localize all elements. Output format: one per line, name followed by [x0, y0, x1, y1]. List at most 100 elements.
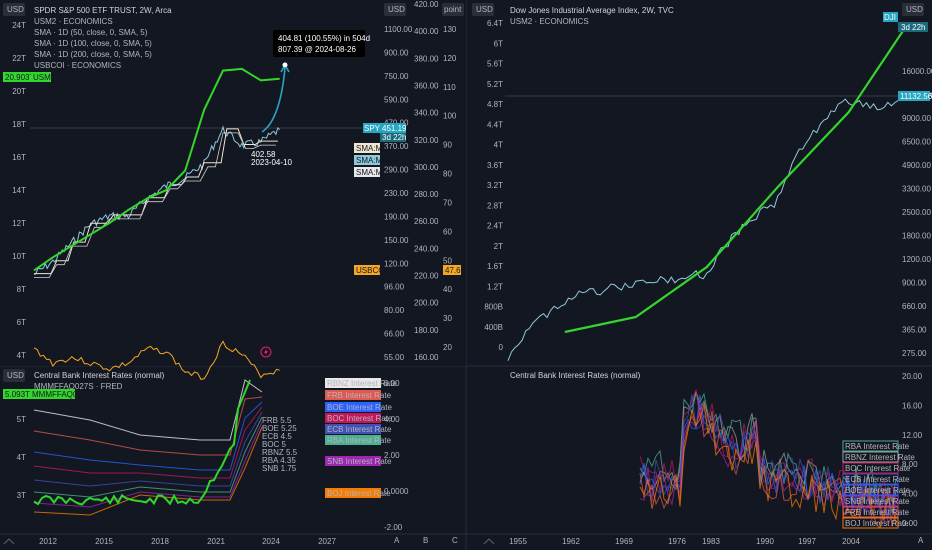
lb-right-tick: 2.00: [384, 451, 400, 460]
lt-left-tick: 10T: [12, 252, 26, 261]
lb-mini-label: ECB 4.5: [262, 432, 292, 441]
rt-dji-tag: DJI 3d 22h 11132.56: [883, 12, 932, 101]
rt-left-tick: 3.2T: [487, 181, 503, 190]
rt-right-tick: 2500.00: [902, 208, 931, 217]
lt-sma-50-line: [34, 128, 278, 275]
rt-currency-left-badge[interactable]: USD: [472, 3, 494, 16]
lt-point-tick: 20: [443, 343, 452, 352]
lb-x-tick: 2027: [318, 537, 336, 546]
lb-left-tick: 3T: [17, 491, 26, 500]
lt-right-tick: 220.00: [414, 272, 439, 281]
lt-mid-tick: 290.00: [384, 166, 409, 175]
svg-text:807.39 @ 2024-08-26: 807.39 @ 2024-08-26: [278, 45, 357, 54]
rt-right-tick: 660.00: [902, 302, 927, 311]
lt-mid-currency-badge[interactable]: USD: [384, 3, 406, 16]
svg-text:USD: USD: [906, 5, 923, 14]
lb-rate-tag-bg: [325, 378, 381, 388]
lt-point-tick: 100: [443, 112, 457, 121]
lt-left-tick: 8T: [17, 285, 26, 294]
lt-right-tick: 340.00: [414, 109, 439, 118]
lb-currency-badge[interactable]: USD: [3, 369, 25, 382]
mark-a-right[interactable]: A: [918, 536, 924, 545]
svg-text:11132.56: 11132.56: [900, 92, 932, 101]
lb-rate-line: [33, 379, 263, 441]
rt-currency-right-badge[interactable]: USD: [902, 3, 924, 16]
rt-right-tick: 1200.00: [902, 255, 931, 264]
lb-axis-left: 5T 4T 3T: [17, 415, 26, 500]
lb-mini-label: RBA 4.35: [262, 456, 296, 465]
lb-rate-tags: RBNZ Interest Rate FRB Interest Rate BOE I…: [325, 378, 397, 498]
lb-rate-tag-label: SNB Interest Rate: [327, 457, 392, 466]
mark-a-left[interactable]: A: [394, 536, 400, 545]
rt-left-tick: 800B: [484, 303, 503, 312]
left-top-pane[interactable]: USD USD point SPDR S&P 500 ETF TRUST, 2W…: [0, 0, 466, 380]
lt-point-tick: 110: [443, 83, 456, 92]
lb-right-tick: 0.0000: [384, 487, 409, 496]
rb-x-tick: 1990: [756, 537, 774, 546]
mark-b-left[interactable]: B: [423, 536, 428, 545]
lt-mid-tick: 96.00: [384, 283, 405, 292]
lb-rate-line: [33, 421, 263, 508]
lb-right-tick: 6.00: [384, 379, 400, 388]
rb-rate-tag-label: BOE Interest Rate: [845, 486, 910, 495]
rt-left-tick: 4.8T: [487, 100, 503, 109]
lb-rate-tag-bg: [325, 488, 381, 498]
rt-left-tick: 6T: [494, 39, 503, 48]
lt-point-badge[interactable]: point: [442, 3, 464, 16]
rt-right-tick: 1800.00: [902, 232, 931, 241]
lb-mini-label: FRB 5.5: [262, 416, 292, 425]
lt-point-tick: 60: [443, 227, 452, 236]
rb-x-tick: 1976: [668, 537, 686, 546]
rb-x-tick: 1983: [702, 537, 720, 546]
lt-mid-tick: 590.00: [384, 95, 409, 104]
mark-c-left[interactable]: C: [452, 536, 458, 545]
rt-left-tick: 4T: [494, 141, 503, 150]
lb-mini-label: BOE 5.25: [262, 424, 297, 433]
lt-lightning-icon[interactable]: [260, 346, 272, 358]
lt-currency-badge[interactable]: USD: [3, 3, 25, 16]
rb-settings-icon[interactable]: [483, 538, 495, 545]
lt-left-tick: 20T: [12, 87, 26, 96]
lt-point-tick: 70: [443, 198, 452, 207]
lt-sma-tags: SMA:MA SMA:MA SMA:MA: [354, 143, 388, 177]
lt-right-tick: 180.00: [414, 326, 439, 335]
rb-legend-0: Central Bank Interest Rates (normal): [510, 371, 641, 380]
lb-x-axis: 2012 2015 2018 2021 2024 2027: [39, 537, 336, 546]
lt-left-tick: 14T: [12, 186, 26, 195]
rt-right-tick: 16000.00: [902, 67, 932, 76]
lt-point-tick: 80: [443, 170, 452, 179]
lb-rate-tag-bg: [325, 435, 381, 445]
lt-mid-tick: 120.00: [384, 259, 409, 268]
rt-right-tick: 3300.00: [902, 185, 931, 194]
rt-left-tick: 3.6T: [487, 161, 503, 170]
svg-text:USM2: USM2: [33, 73, 56, 82]
right-top-pane[interactable]: USD USD Dow Jones Industrial Average Ind…: [472, 3, 932, 361]
rt-left-tick: 1.2T: [487, 282, 503, 291]
svg-text:SMA:MA: SMA:MA: [356, 156, 388, 165]
lt-left-tick: 12T: [12, 219, 26, 228]
lt-point-tick: 130: [443, 25, 457, 34]
svg-text:451.19: 451.19: [382, 124, 407, 133]
lt-target-point: [282, 62, 288, 68]
lb-rate-tag-bg: [325, 456, 381, 466]
right-bottom-pane[interactable]: Central Bank Interest Rates (normal) 20.…: [509, 371, 922, 546]
lb-rate-line: [33, 411, 263, 487]
svg-text:SMA:MA: SMA:MA: [356, 168, 388, 177]
lb-mini-label: RBNZ 5.5: [262, 448, 298, 457]
rt-right-tick: 900.00: [902, 279, 927, 288]
rt-right-tick: 275.00: [902, 349, 927, 358]
lb-rate-tag-label: BOJ Interest Rate: [327, 489, 391, 498]
left-bottom-pane[interactable]: USD Central Bank Interest Rates (normal)…: [3, 369, 409, 546]
rb-right-tick: 8.00: [902, 460, 918, 469]
lt-legend-5: USBCOI · ECONOMICS: [34, 61, 121, 70]
rb-right-tick: 20.00: [902, 372, 923, 381]
lb-settings-icon[interactable]: [3, 538, 15, 545]
lt-right-tick: 420.00: [414, 0, 439, 9]
rb-right-tick: 12.00: [902, 431, 923, 440]
svg-text:USBCOI: USBCOI: [356, 266, 387, 275]
lt-right-tick: 400.00: [414, 27, 439, 36]
lb-x-tick: 2015: [95, 537, 113, 546]
rb-rate-tag-label: RBNZ Interest Rate: [845, 453, 915, 462]
lt-right-tick: 160.00: [414, 353, 439, 362]
